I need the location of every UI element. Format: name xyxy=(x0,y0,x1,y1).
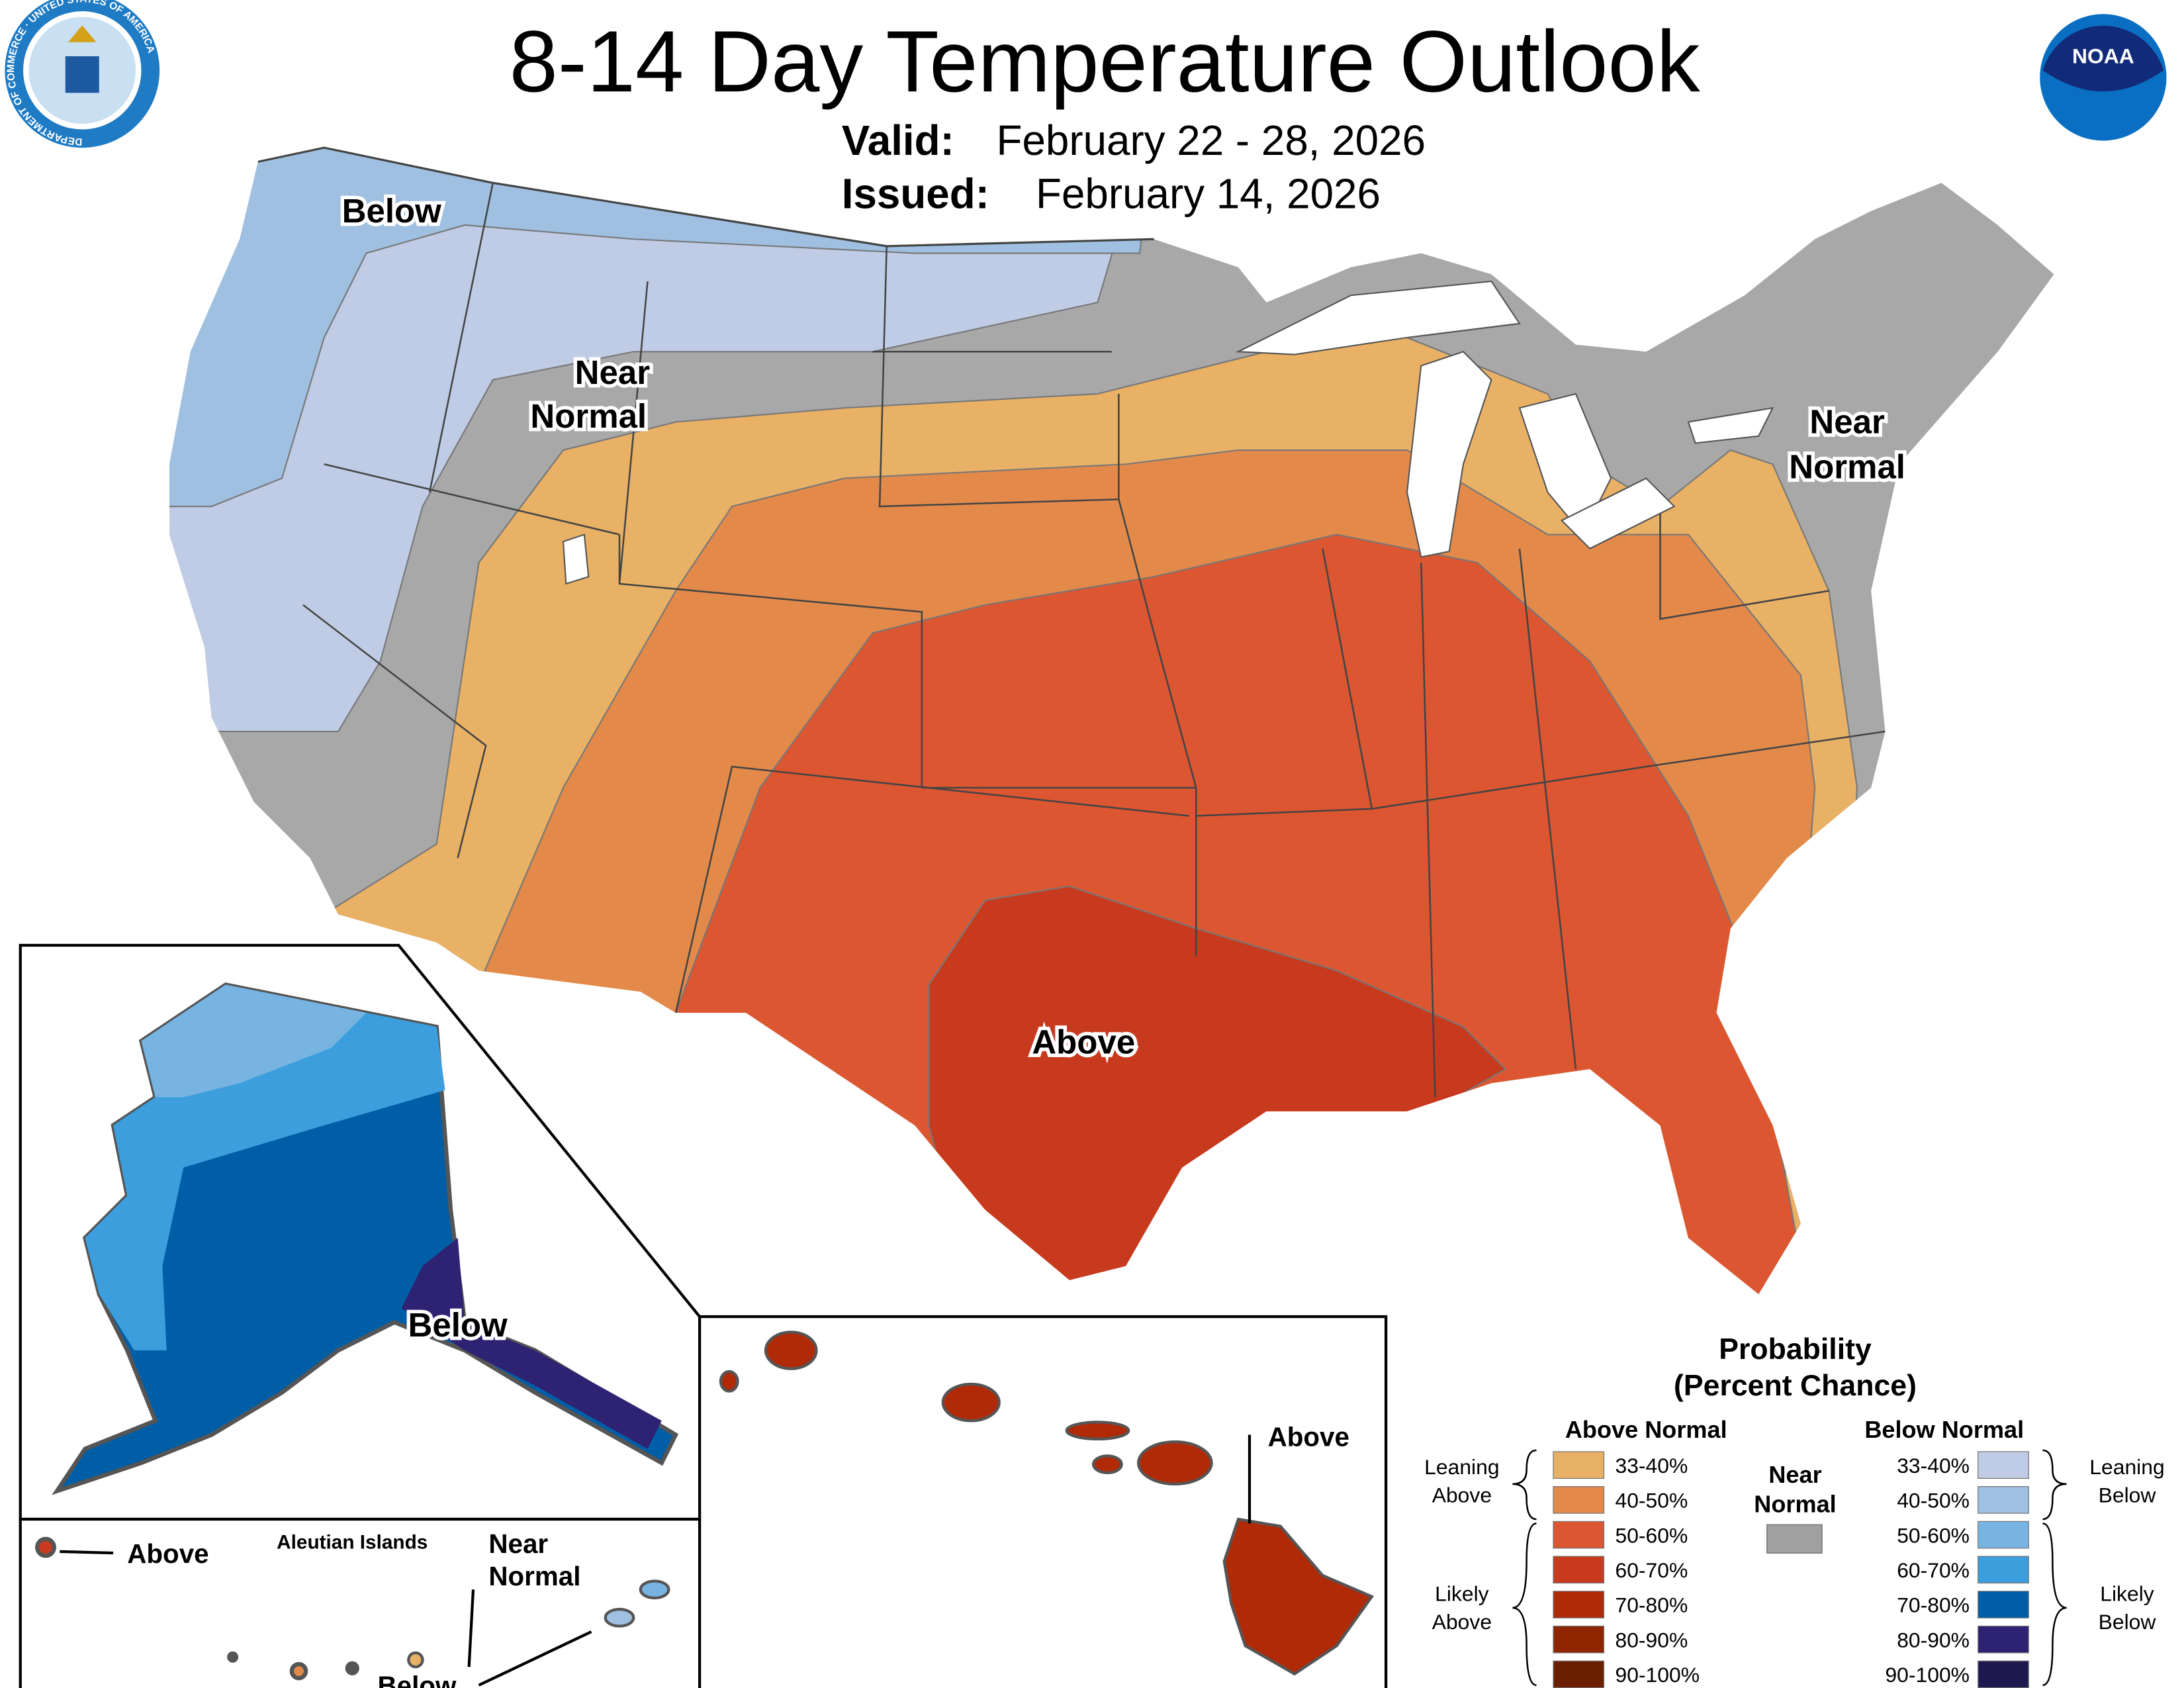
legend-swatch-below-3 xyxy=(1978,1556,2029,1584)
legend-range-above-5: 80-90% xyxy=(1615,1628,1688,1652)
legend-range-above-2: 50-60% xyxy=(1615,1523,1688,1547)
legend-swatch-below-0 xyxy=(1978,1451,2029,1479)
label-near-aleutian-1: Near xyxy=(488,1528,548,1559)
legend-leaning-below-1: Leaning xyxy=(2089,1455,2164,1479)
legend-range-below-3: 60-70% xyxy=(1897,1558,1970,1582)
legend-range-above-3: 60-70% xyxy=(1615,1558,1688,1582)
legend-range-below-4: 70-80% xyxy=(1897,1593,1970,1617)
label-near-aleutian-2: Normal xyxy=(488,1561,580,1591)
state-borders xyxy=(302,182,1886,1098)
great-lakes xyxy=(562,280,1774,585)
legend-likely-below-1: Likely xyxy=(2100,1581,2154,1605)
noaa-logo: NOAA xyxy=(2040,14,2167,141)
legend-likely-above-1: Likely xyxy=(1435,1581,1489,1605)
legend-leaning-above-1: Leaning xyxy=(1424,1455,1499,1479)
legend-swatch-above-2 xyxy=(1553,1521,1605,1549)
label-above-south: Above xyxy=(1032,1023,1135,1061)
legend-below-header: Below Normal xyxy=(1864,1416,2024,1443)
legend-swatch-below-2 xyxy=(1978,1521,2029,1549)
label-below-alaska: Below xyxy=(408,1306,508,1344)
legend-range-above-0: 33-40% xyxy=(1615,1454,1688,1477)
legend-range-below-6: 90-100% xyxy=(1885,1663,1970,1687)
commerce-seal-logo: DEPARTMENT OF COMMERCE · UNITED STATES O… xyxy=(5,0,160,148)
noaa-logo-text: NOAA xyxy=(2072,44,2134,68)
legend-swatch-above-6 xyxy=(1553,1660,1605,1688)
label-below-aleutian: Below xyxy=(378,1671,457,1688)
label-above-aleutian: Above xyxy=(127,1538,208,1569)
legend-title-1: Probability xyxy=(1719,1333,1872,1366)
alaska-50-60-region xyxy=(141,984,367,1098)
valid-label: Valid: xyxy=(842,117,954,164)
aleutian-islands-shapes xyxy=(35,1536,670,1681)
legend-swatch-below-4 xyxy=(1978,1591,2029,1618)
legend-range-below-1: 40-50% xyxy=(1897,1489,1970,1513)
issued-label: Issued: xyxy=(842,170,989,218)
legend-swatch-below-1 xyxy=(1978,1486,2029,1514)
legend-swatch-above-3 xyxy=(1553,1556,1605,1584)
page-title: 8-14 Day Temperature Outlook xyxy=(510,13,1701,110)
legend-range-above-1: 40-50% xyxy=(1615,1489,1688,1513)
legend-swatch-above-1 xyxy=(1553,1486,1605,1514)
aleutian-leader-lines xyxy=(60,1550,592,1687)
legend-swatch-above-4 xyxy=(1553,1591,1605,1618)
legend-leaning-below-2: Below xyxy=(2099,1483,2157,1507)
legend-swatch-above-0 xyxy=(1553,1451,1605,1479)
legend-range-below-0: 33-40% xyxy=(1897,1454,1970,1477)
legend-rows: 33-40% 40-50% 50-60% 60-70% 70-80% 80-90% 90-1… xyxy=(1553,1451,2029,1688)
legend-near-swatch xyxy=(1766,1524,1823,1554)
label-near-west-2: Normal xyxy=(530,397,647,435)
legend-swatch-below-5 xyxy=(1978,1625,2029,1654)
aleutian-inset xyxy=(19,1517,702,1688)
legend-range-above-4: 70-80% xyxy=(1615,1593,1688,1617)
legend: Probability (Percent Chance) Above Norma… xyxy=(1424,1333,2165,1688)
legend-likely-below-2: Below xyxy=(2099,1610,2157,1634)
issued-date: February 14, 2026 xyxy=(1036,170,1381,218)
aleutian-title: Aleutian Islands xyxy=(277,1532,428,1554)
legend-braces xyxy=(1512,1449,2067,1687)
hawaii-islands xyxy=(719,1331,1375,1676)
label-near-northeast-1: Near xyxy=(1809,403,1885,441)
above-60-70-region xyxy=(928,885,1507,1294)
legend-title-2: (Percent Chance) xyxy=(1674,1370,1917,1402)
legend-leaning-above-2: Above xyxy=(1432,1483,1492,1507)
label-near-northeast-2: Normal xyxy=(1789,448,1905,486)
legend-above-header: Above Normal xyxy=(1565,1416,1727,1443)
legend-near-1: Near xyxy=(1768,1461,1821,1488)
legend-swatch-above-5 xyxy=(1553,1625,1605,1654)
legend-range-below-5: 80-90% xyxy=(1897,1628,1970,1652)
legend-near-2: Normal xyxy=(1754,1490,1836,1517)
label-above-hawaii: Above xyxy=(1268,1422,1349,1452)
label-below-northwest: Below xyxy=(342,192,442,230)
label-near-west-1: Near xyxy=(575,353,651,391)
legend-range-above-6: 90-100% xyxy=(1615,1663,1700,1687)
legend-swatch-below-6 xyxy=(1978,1660,2029,1688)
legend-likely-above-2: Above xyxy=(1432,1610,1492,1634)
legend-range-below-2: 50-60% xyxy=(1897,1523,1970,1547)
valid-dates: February 22 - 28, 2026 xyxy=(997,117,1426,164)
alaska-80-90-region xyxy=(401,1238,662,1449)
